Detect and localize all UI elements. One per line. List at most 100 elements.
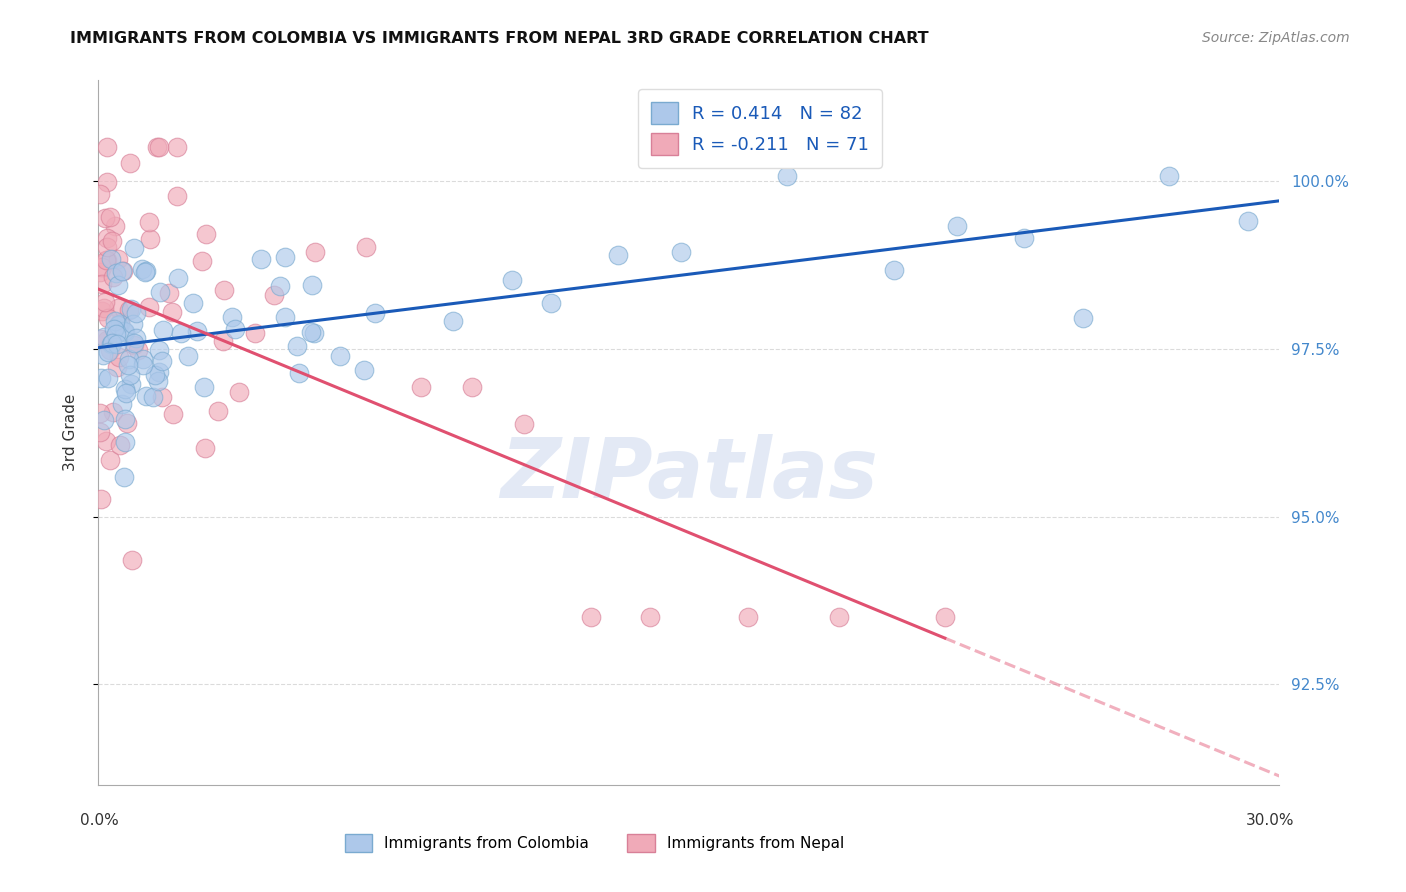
Point: [96, 140, 118, 154]
Point: [776, 169, 799, 183]
Point: [579, 610, 602, 624]
Point: [441, 314, 464, 328]
Point: [139, 232, 162, 246]
Point: [115, 417, 138, 431]
Point: [250, 252, 273, 266]
Point: [501, 273, 523, 287]
Point: [150, 390, 173, 404]
Text: ZIPatlas: ZIPatlas: [501, 434, 877, 516]
Point: [118, 303, 141, 318]
Point: [193, 380, 215, 394]
Point: [100, 336, 122, 351]
Point: [93, 413, 115, 427]
Point: [127, 343, 149, 358]
Point: [132, 358, 155, 372]
Point: [170, 326, 193, 341]
Point: [90, 371, 112, 385]
Point: [221, 310, 243, 324]
Point: [121, 553, 143, 567]
Point: [98, 452, 121, 467]
Point: [1237, 214, 1260, 228]
Point: [120, 377, 142, 392]
Point: [150, 354, 173, 368]
Point: [120, 301, 142, 316]
Point: [93, 301, 115, 315]
Point: [96, 231, 118, 245]
Text: IMMIGRANTS FROM COLOMBIA VS IMMIGRANTS FROM NEPAL 3RD GRADE CORRELATION CHART: IMMIGRANTS FROM COLOMBIA VS IMMIGRANTS F…: [70, 31, 929, 46]
Point: [138, 215, 160, 229]
Point: [93, 330, 115, 344]
Point: [1159, 169, 1181, 184]
Point: [148, 140, 170, 154]
Point: [143, 368, 166, 382]
Point: [131, 261, 153, 276]
Point: [149, 285, 172, 299]
Point: [162, 305, 184, 319]
Point: [166, 189, 188, 203]
Point: [100, 252, 122, 266]
Point: [152, 323, 174, 337]
Point: [105, 326, 128, 341]
Point: [108, 350, 131, 364]
Point: [186, 325, 208, 339]
Point: [105, 266, 128, 280]
Point: [103, 322, 125, 336]
Point: [195, 227, 218, 241]
Point: [90, 303, 112, 318]
Point: [89, 425, 111, 440]
Point: [107, 318, 129, 332]
Point: [96, 252, 118, 267]
Point: [299, 325, 322, 339]
Point: [243, 326, 266, 340]
Point: [111, 397, 134, 411]
Point: [285, 339, 308, 353]
Legend: Immigrants from Colombia, Immigrants from Nepal: Immigrants from Colombia, Immigrants fro…: [339, 828, 851, 858]
Point: [211, 334, 233, 349]
Point: [273, 310, 295, 324]
Point: [148, 374, 170, 388]
Point: [90, 277, 112, 291]
Point: [540, 296, 562, 310]
Point: [112, 324, 135, 338]
Point: [329, 350, 352, 364]
Point: [89, 265, 111, 279]
Point: [304, 326, 326, 340]
Point: [118, 352, 141, 367]
Point: [148, 365, 170, 379]
Point: [114, 435, 136, 450]
Point: [191, 253, 214, 268]
Point: [90, 260, 112, 274]
Point: [167, 271, 190, 285]
Point: [94, 295, 117, 310]
Point: [96, 333, 118, 347]
Point: [103, 405, 125, 419]
Point: [96, 240, 118, 254]
Point: [934, 610, 956, 624]
Point: [145, 140, 167, 154]
Point: [638, 610, 661, 624]
Point: [138, 300, 160, 314]
Point: [107, 301, 129, 315]
Point: [110, 315, 132, 329]
Point: [111, 263, 134, 277]
Point: [134, 265, 156, 279]
Point: [142, 390, 165, 404]
Point: [114, 382, 136, 396]
Point: [122, 337, 145, 351]
Point: [207, 404, 229, 418]
Point: [94, 253, 117, 268]
Point: [91, 348, 114, 362]
Point: [96, 344, 118, 359]
Point: [98, 343, 121, 358]
Point: [120, 155, 142, 169]
Point: [100, 234, 122, 248]
Point: [94, 434, 117, 448]
Point: [134, 264, 156, 278]
Point: [114, 325, 136, 339]
Point: [117, 359, 139, 373]
Point: [304, 245, 326, 260]
Point: [737, 610, 759, 624]
Point: [96, 175, 118, 189]
Point: [122, 336, 145, 351]
Point: [104, 314, 127, 328]
